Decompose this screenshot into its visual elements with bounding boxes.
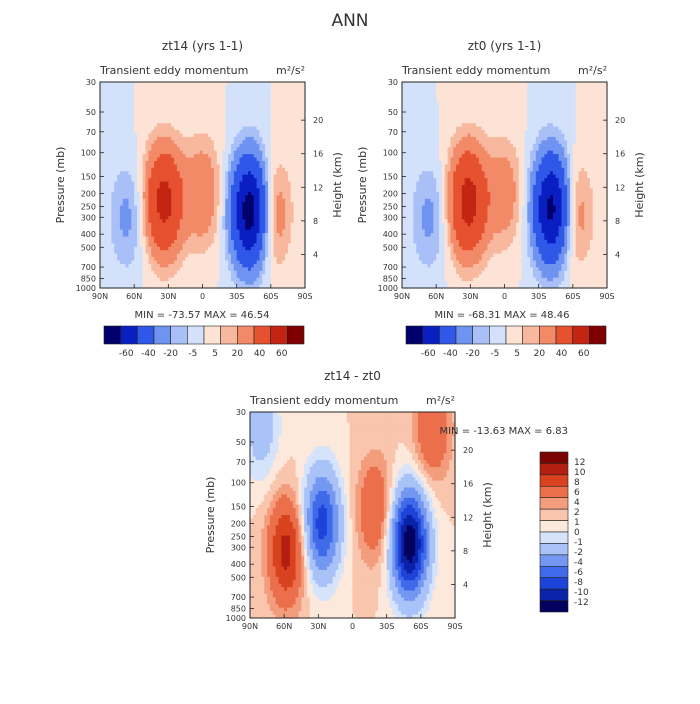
height-axis-label: Height (km)	[331, 152, 344, 218]
y-tick-label: 70	[86, 128, 96, 137]
colorbar-swatch	[171, 326, 188, 344]
x-tick-label: 60S	[263, 292, 278, 301]
colorbar-swatch	[204, 326, 221, 344]
panel-units: m²/s²	[276, 64, 305, 77]
height-tick-label: 20	[313, 116, 323, 125]
y-tick-label: 50	[86, 108, 96, 117]
colorbar-label: -60	[119, 349, 134, 359]
panels: zt14 (yrs 1-1) Transient eddy momentum m²/…	[54, 39, 646, 631]
panel-subtitle: Transient eddy momentum	[99, 64, 248, 77]
y-tick-label: 850	[81, 274, 96, 283]
y-tick-label: 300	[81, 213, 96, 222]
y-tick-label: 100	[81, 149, 96, 158]
colorbar-swatch	[254, 326, 271, 344]
y-tick-label: 200	[81, 189, 96, 198]
heatmap-cells	[402, 82, 608, 289]
x-tick-label: 30S	[229, 292, 244, 301]
height-tick-label: 16	[313, 150, 323, 159]
y-tick-label: 150	[81, 173, 96, 182]
colorbar-label: 5	[212, 349, 218, 359]
y-axis-label: Pressure (mb)	[54, 147, 67, 224]
colorbar-swatch	[154, 326, 171, 344]
y-tick-label: 700	[81, 263, 96, 272]
colorbar-swatch	[121, 326, 138, 344]
colorbar-swatch	[137, 326, 154, 344]
min-max-stats: MIN = -73.57 MAX = 46.54	[135, 310, 270, 321]
colorbar-swatch	[237, 326, 254, 344]
colorbar-label: 40	[254, 349, 266, 359]
y-tick-label: 500	[81, 243, 96, 252]
colorbar: -60 -40 -20 -5 5 20 40 60	[104, 326, 304, 359]
colorbar-swatch	[221, 326, 238, 344]
x-tick-label: 0	[200, 292, 205, 301]
heatmap-cells	[100, 82, 306, 289]
colorbar-label: 60	[276, 349, 288, 359]
height-tick-label: 8	[313, 217, 318, 226]
x-tick-label: 30N	[160, 292, 176, 301]
y-tick-label: 30	[86, 78, 96, 87]
colorbar-label: -20	[163, 349, 178, 359]
colorbar-label: 20	[232, 349, 244, 359]
colorbar-swatch	[271, 326, 288, 344]
colorbar-swatch	[187, 326, 204, 344]
figure-title: ANN	[331, 11, 368, 31]
x-tick-label: 90N	[92, 292, 108, 301]
panel-top-left: zt14 (yrs 1-1) Transient eddy momentum m²/…	[54, 39, 344, 359]
y-tick-label: 400	[81, 230, 96, 239]
panel-title: zt14 (yrs 1-1)	[162, 39, 243, 53]
colorbar-swatch	[104, 326, 121, 344]
x-tick-label: 60N	[126, 292, 142, 301]
y-tick-label: 250	[81, 203, 96, 212]
colorbar-swatch	[287, 326, 304, 344]
x-tick-label: 90S	[297, 292, 312, 301]
colorbar-label: -40	[141, 349, 156, 359]
height-tick-label: 4	[313, 250, 318, 259]
colorbar-label: -5	[188, 349, 197, 359]
height-tick-label: 12	[313, 183, 323, 192]
